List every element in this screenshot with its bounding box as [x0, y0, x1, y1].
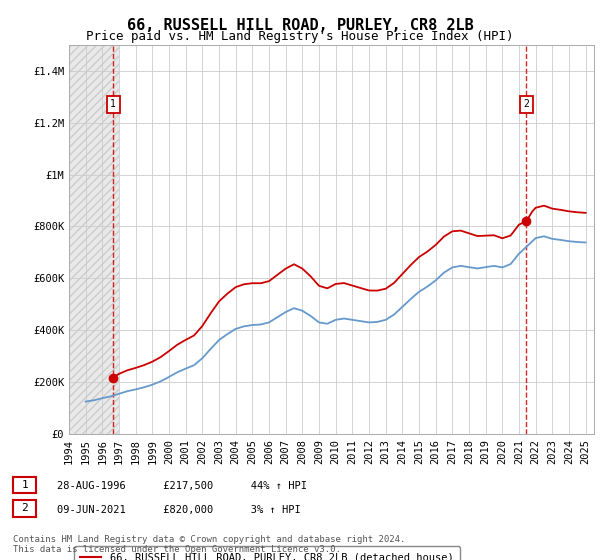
- Text: 2: 2: [21, 503, 28, 514]
- Text: 28-AUG-1996      £217,500      44% ↑ HPI: 28-AUG-1996 £217,500 44% ↑ HPI: [57, 481, 307, 491]
- Text: 09-JUN-2021      £820,000      3% ↑ HPI: 09-JUN-2021 £820,000 3% ↑ HPI: [57, 505, 301, 515]
- Text: Contains HM Land Registry data © Crown copyright and database right 2024.
This d: Contains HM Land Registry data © Crown c…: [13, 535, 406, 554]
- Text: 66, RUSSELL HILL ROAD, PURLEY, CR8 2LB: 66, RUSSELL HILL ROAD, PURLEY, CR8 2LB: [127, 18, 473, 33]
- Text: 2: 2: [523, 100, 529, 109]
- Legend: 66, RUSSELL HILL ROAD, PURLEY, CR8 2LB (detached house), HPI: Average price, det: 66, RUSSELL HILL ROAD, PURLEY, CR8 2LB (…: [74, 546, 460, 560]
- Text: Price paid vs. HM Land Registry's House Price Index (HPI): Price paid vs. HM Land Registry's House …: [86, 30, 514, 43]
- Text: 1: 1: [110, 100, 116, 109]
- Bar: [69, 45, 119, 434]
- Text: 1: 1: [21, 480, 28, 490]
